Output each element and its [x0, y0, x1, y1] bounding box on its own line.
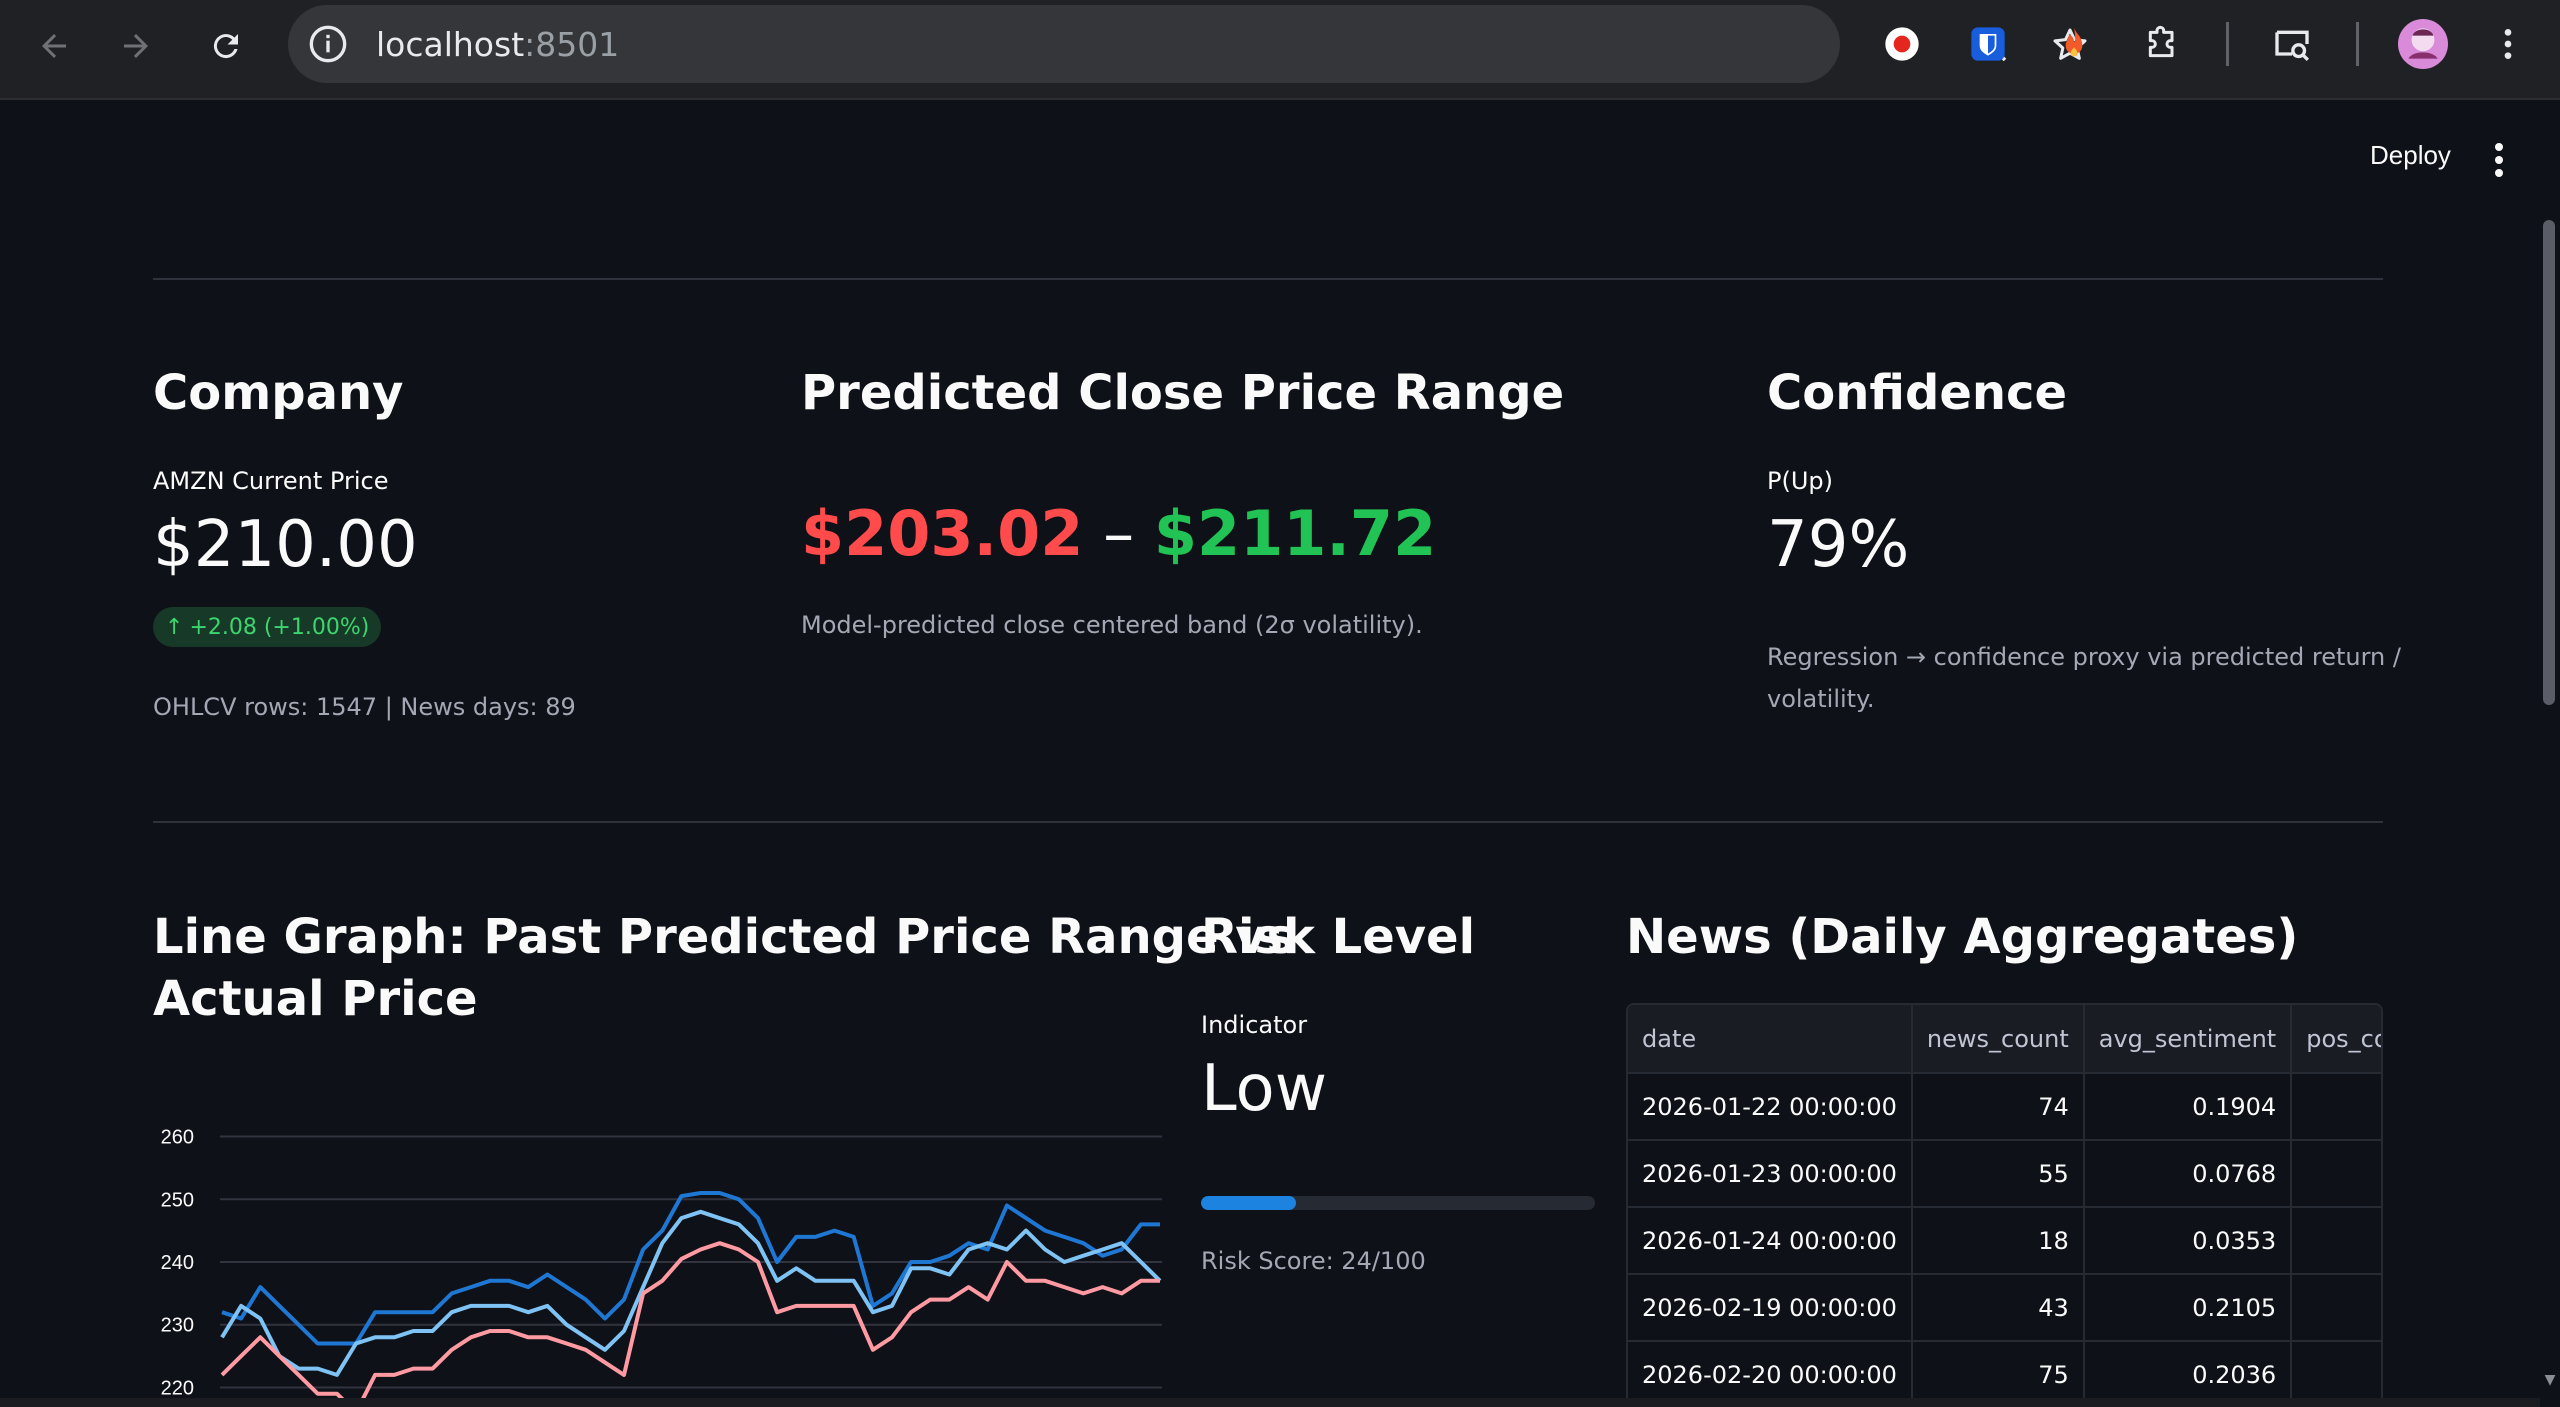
table-cell[interactable]: 2026-02-19 00:00:00: [1628, 1274, 1913, 1342]
company-heading: Company: [153, 365, 404, 421]
table-cell[interactable]: 74: [1911, 1073, 2085, 1141]
table-cell[interactable]: 0.0353: [2083, 1207, 2293, 1275]
confidence-caption-line: Regression → confidence proxy via predic…: [1767, 643, 2401, 671]
current-price-label: AMZN Current Price: [153, 467, 389, 495]
risk-indicator-value: Low: [1201, 1052, 1328, 1126]
table-cell[interactable]: 24: [2291, 1274, 2381, 1342]
news-dataframe[interactable]: date news_count avg_sentiment pos_count …: [1626, 1003, 2383, 1407]
divider: [153, 821, 2383, 823]
risk-heading: Risk Level: [1201, 909, 1476, 965]
y-tick-label: 260: [161, 1127, 194, 1149]
browser-toolbar: localhost:8501: [0, 0, 2560, 100]
table-cell[interactable]: 45: [2291, 1341, 2381, 1405]
table-cell[interactable]: 6: [2291, 1207, 2381, 1275]
news-table: date news_count avg_sentiment pos_count …: [1628, 1005, 2381, 1405]
table-cell[interactable]: 18: [1911, 1207, 2085, 1275]
line-graph-heading-line: Actual Price: [153, 971, 478, 1028]
table-cell[interactable]: 55: [1911, 1140, 2085, 1208]
url-text[interactable]: localhost:8501: [376, 25, 619, 64]
table-header-row: date news_count avg_sentiment pos_count: [1628, 1005, 2381, 1074]
app-menu-icon[interactable]: [2484, 140, 2514, 180]
prediction-heading: Predicted Close Price Range: [801, 365, 1565, 421]
table-cell[interactable]: 39: [2291, 1073, 2381, 1141]
deploy-button[interactable]: Deploy: [2370, 140, 2451, 170]
price-range-line-chart[interactable]: 260 250 240 230 220: [140, 1100, 1170, 1407]
bitwarden-extension-icon[interactable]: [1966, 22, 2010, 66]
table-cell[interactable]: 2026-01-22 00:00:00: [1628, 1073, 1913, 1141]
p-up-label: P(Up): [1767, 467, 1833, 495]
line-graph-heading: Line Graph: Past Predicted Price Range v…: [153, 906, 1295, 1031]
url-host: localhost: [376, 25, 525, 64]
toolbar-divider: [2356, 22, 2359, 66]
table-cell[interactable]: 75: [1911, 1341, 2085, 1405]
table-row[interactable]: 2026-01-24 00:00:00 18 0.0353 6: [1628, 1207, 2381, 1275]
predicted-range: $203.02 – $211.72: [801, 497, 1436, 570]
y-tick-label: 230: [161, 1315, 194, 1337]
risk-progress-fill: [1201, 1196, 1296, 1210]
toolbar-divider: [2226, 22, 2229, 66]
table-cell[interactable]: 20: [2291, 1140, 2381, 1208]
series-lower-line[interactable]: [220, 1241, 1160, 1407]
table-cell[interactable]: 2026-01-24 00:00:00: [1628, 1207, 1913, 1275]
record-extension-icon[interactable]: [1880, 22, 1924, 66]
risk-score-caption: Risk Score: 24/100: [1201, 1247, 1426, 1275]
y-tick-label: 220: [161, 1377, 194, 1399]
reload-icon[interactable]: [202, 22, 250, 70]
table-cell[interactable]: 0.1904: [2083, 1073, 2293, 1141]
extensions-puzzle-icon[interactable]: [2140, 22, 2184, 66]
column-header[interactable]: avg_sentiment: [2083, 1005, 2293, 1074]
confidence-heading: Confidence: [1767, 365, 2068, 421]
p-up-value: 79%: [1767, 508, 1910, 582]
table-cell[interactable]: 0.0768: [2083, 1140, 2293, 1208]
news-heading: News (Daily Aggregates): [1626, 909, 2299, 965]
divider: [153, 278, 2383, 280]
table-cell[interactable]: 43: [1911, 1274, 2085, 1342]
fire-extension-icon[interactable]: [2052, 22, 2096, 66]
confidence-caption: Regression → confidence proxy via predic…: [1767, 636, 2401, 720]
price-delta-text: +2.08 (+1.00%): [189, 614, 370, 640]
table-row[interactable]: 2026-01-23 00:00:00 55 0.0768 20: [1628, 1140, 2381, 1208]
horizontal-scrollbar[interactable]: [0, 1398, 2540, 1407]
risk-progress-bar: [1201, 1196, 1595, 1210]
predicted-high: $211.72: [1153, 497, 1437, 570]
table-cell[interactable]: 2026-01-23 00:00:00: [1628, 1140, 1913, 1208]
tab-search-icon[interactable]: [2270, 22, 2314, 66]
table-cell[interactable]: 0.2036: [2083, 1341, 2293, 1405]
table-row[interactable]: 2026-02-19 00:00:00 43 0.2105 24: [1628, 1274, 2381, 1342]
url-port: :8501: [524, 25, 620, 64]
series-actual-line[interactable]: [220, 1209, 1162, 1377]
prediction-caption: Model-predicted close centered band (2σ …: [801, 611, 1423, 639]
current-price-value: $210.00: [153, 508, 418, 582]
site-info-icon[interactable]: [308, 24, 348, 64]
forward-icon[interactable]: [112, 22, 160, 70]
profile-avatar[interactable]: [2398, 19, 2448, 69]
column-header[interactable]: pos_count: [2291, 1005, 2381, 1074]
predicted-low: $203.02: [801, 497, 1084, 570]
address-bar[interactable]: localhost:8501: [288, 5, 2087, 83]
range-separator: –: [1083, 497, 1154, 570]
data-counts-caption: OHLCV rows: 1547 | News days: 89: [153, 693, 576, 721]
table-cell[interactable]: 2026-02-20 00:00:00: [1628, 1341, 1913, 1405]
series-upper-line[interactable]: [221, 1191, 1160, 1346]
y-tick-label: 240: [161, 1252, 194, 1274]
scrollbar-thumb[interactable]: [2543, 220, 2555, 705]
column-header[interactable]: date: [1628, 1005, 1913, 1074]
confidence-caption-line: volatility.: [1767, 685, 1875, 713]
price-delta-badge: ↑ +2.08 (+1.00%): [153, 607, 382, 647]
table-cell[interactable]: 0.2105: [2083, 1274, 2293, 1342]
chrome-menu-icon[interactable]: [2486, 22, 2530, 66]
scroll-down-arrow-icon[interactable]: ▼: [2544, 1372, 2556, 1388]
back-icon[interactable]: [30, 22, 78, 70]
arrow-up-icon: ↑: [165, 614, 184, 640]
column-header[interactable]: news_count: [1911, 1005, 2085, 1074]
table-row[interactable]: 2026-01-22 00:00:00 74 0.1904 39: [1628, 1073, 2381, 1141]
y-tick-label: 250: [161, 1189, 194, 1211]
risk-indicator-label: Indicator: [1201, 1011, 1308, 1039]
line-graph-heading-line: Line Graph: Past Predicted Price Range v…: [153, 909, 1296, 965]
table-row[interactable]: 2026-02-20 00:00:00 75 0.2036 45: [1628, 1341, 2381, 1405]
